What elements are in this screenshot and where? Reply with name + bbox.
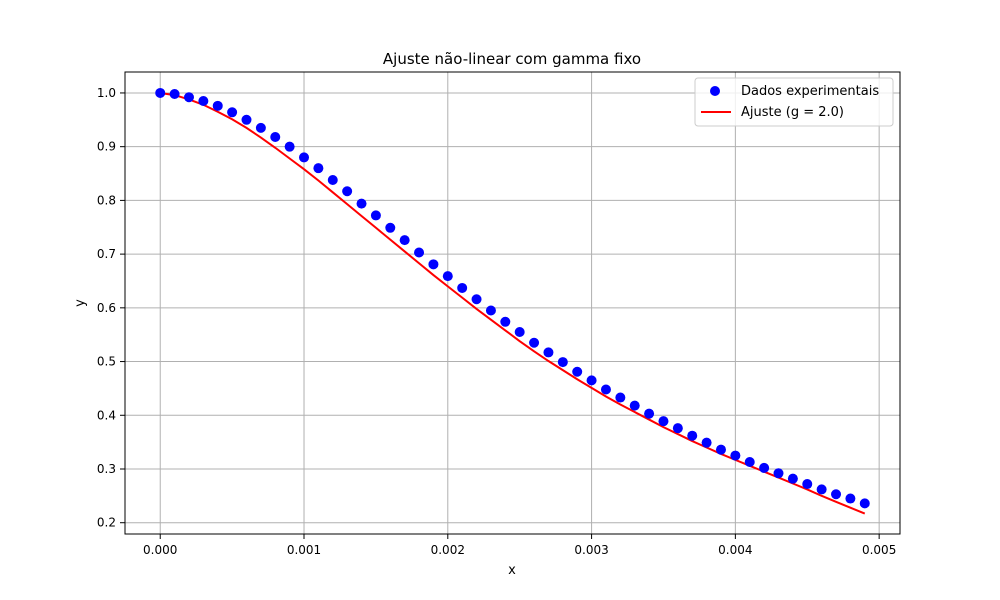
y-axis-label: y [73, 299, 88, 307]
data-point [715, 444, 726, 455]
data-point [629, 400, 640, 411]
legend-label-scatter: Dados experimentais [741, 84, 879, 99]
x-tick-label: 0.000 [143, 543, 177, 557]
data-point [759, 462, 770, 473]
y-tick-label: 1.0 [97, 86, 116, 100]
data-point [241, 114, 252, 125]
data-point [529, 337, 540, 348]
data-point [543, 347, 554, 358]
data-point [831, 489, 842, 500]
data-point [313, 163, 324, 174]
x-axis-ticks: 0.000 0.001 0.002 0.003 0.004 0.005 [143, 534, 896, 557]
x-tick-label: 0.005 [862, 543, 896, 557]
x-tick-label: 0.002 [431, 543, 465, 557]
y-tick-label: 0.2 [97, 516, 116, 530]
data-point [600, 384, 611, 395]
y-tick-label: 0.5 [97, 355, 116, 369]
y-tick-label: 0.9 [97, 140, 116, 154]
data-point [859, 498, 870, 509]
data-point [385, 222, 396, 233]
data-point [155, 87, 166, 98]
data-point [816, 484, 827, 495]
data-point [500, 316, 511, 327]
data-point [586, 375, 597, 386]
data-point [428, 259, 439, 270]
data-point [514, 327, 525, 338]
data-point [672, 423, 683, 434]
data-point [270, 132, 281, 143]
data-point [299, 152, 310, 163]
data-point [457, 282, 468, 293]
data-point [773, 468, 784, 479]
data-point [744, 457, 755, 468]
data-point [644, 408, 655, 419]
legend-box [694, 77, 894, 127]
y-tick-label: 0.6 [97, 301, 116, 315]
y-tick-label: 0.8 [97, 193, 116, 207]
data-point [787, 473, 798, 484]
data-point [687, 430, 698, 441]
scatter-series [155, 87, 870, 509]
x-tick-label: 0.003 [574, 543, 608, 557]
data-point [485, 305, 496, 316]
data-point [845, 493, 856, 504]
legend: Dados experimentais Ajuste (g = 2.0) [694, 77, 894, 127]
data-point [615, 392, 626, 403]
data-point [284, 141, 295, 152]
data-point [370, 210, 381, 221]
plot-area-frame [124, 71, 901, 535]
data-point [471, 294, 482, 305]
data-point [183, 92, 194, 103]
y-tick-label: 0.3 [97, 462, 116, 476]
chart-title: Ajuste não-linear com gamma fixo [383, 50, 641, 68]
data-point [658, 416, 669, 427]
data-point [442, 271, 453, 282]
data-point [399, 235, 410, 246]
x-tick-label: 0.004 [718, 543, 752, 557]
legend-scatter-marker [710, 86, 720, 96]
data-point [356, 198, 367, 209]
x-axis-label: x [508, 563, 516, 578]
data-point [327, 174, 338, 185]
grid [125, 72, 900, 534]
y-tick-label: 0.7 [97, 247, 116, 261]
data-point [414, 247, 425, 258]
data-point [557, 357, 568, 368]
data-point [169, 89, 180, 100]
x-tick-label: 0.001 [287, 543, 321, 557]
data-point [212, 100, 223, 111]
data-point [198, 96, 209, 107]
data-point [701, 437, 712, 448]
data-point [730, 450, 741, 461]
legend-label-fit: Ajuste (g = 2.0) [741, 105, 844, 120]
data-point [572, 366, 583, 377]
data-point [802, 479, 813, 490]
y-axis-ticks: 0.2 0.3 0.4 0.5 0.6 0.7 0.8 0.9 1.0 [97, 86, 125, 530]
data-point [342, 186, 353, 197]
data-point [227, 107, 238, 118]
y-tick-label: 0.4 [97, 408, 116, 422]
data-point [255, 122, 266, 133]
